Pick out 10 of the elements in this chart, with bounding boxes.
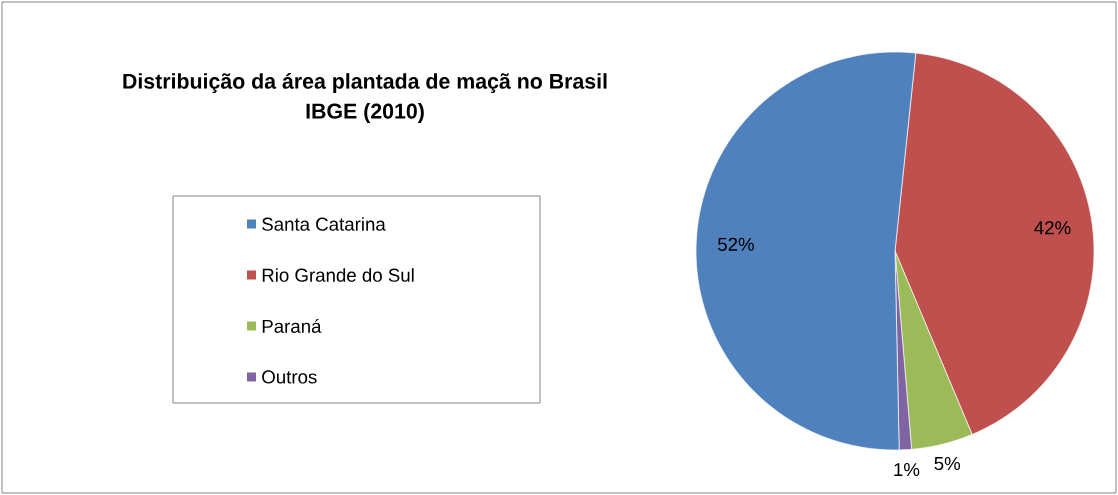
text: IBGE (2010): [306, 103, 424, 123]
data-label: 1%: [894, 463, 920, 477]
legend-label: Rio Grande do Sul: [262, 268, 414, 282]
data-label: 42%: [1034, 221, 1071, 235]
text: Distribuição da área plantada de maçã no Brasil: [123, 72, 607, 94]
data-label: 5%: [934, 456, 961, 471]
legend-label: Outros: [262, 370, 317, 384]
data-label: 52%: [718, 237, 754, 251]
legend-label: Santa Catarina: [262, 217, 386, 231]
legend-label: Paraná: [262, 319, 322, 333]
